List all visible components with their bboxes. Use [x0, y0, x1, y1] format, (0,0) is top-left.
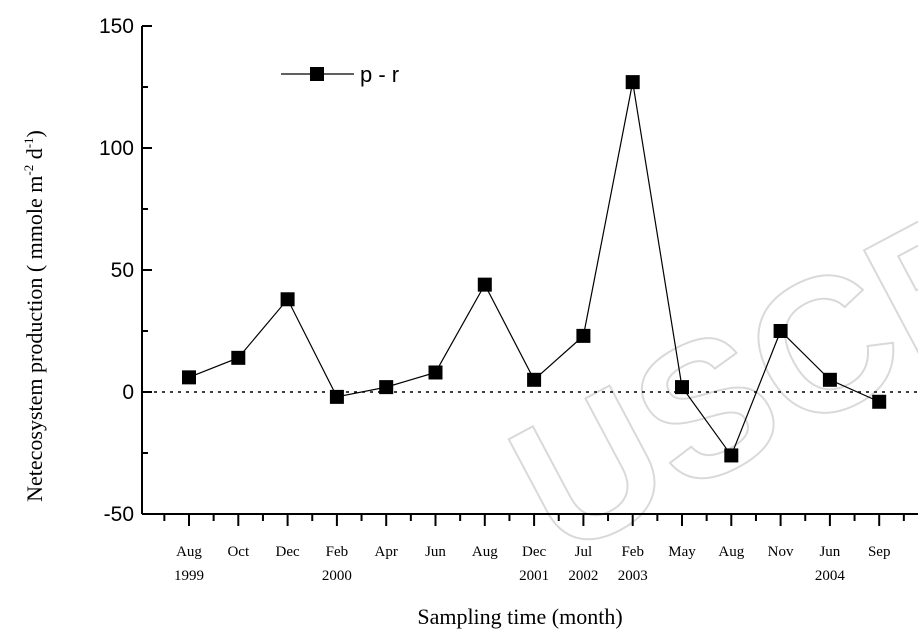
data-point-marker: [675, 380, 689, 395]
y-axis-title-main: Netecosystem production ( mmole m: [22, 176, 47, 502]
x-tick-label-year: 2001: [519, 568, 549, 584]
x-tick-label-month: Jun: [425, 544, 446, 560]
watermark-text: USCRI: [480, 131, 918, 596]
data-point-marker: [329, 389, 344, 404]
data-point-marker: [773, 324, 788, 338]
x-tick-label-year: 2000: [322, 568, 352, 584]
y-axis-title-sup-1: -2: [21, 165, 36, 176]
x-tick-label-month: Feb: [621, 544, 644, 560]
x-axis-title: Sampling time (month): [417, 604, 622, 629]
data-point-marker: [280, 292, 295, 307]
x-tick-label-month: Aug: [176, 544, 202, 560]
x-tick-label-month: Sep: [868, 544, 891, 560]
x-tick-label-month: Nov: [768, 544, 794, 560]
legend: p - r: [281, 62, 399, 87]
data-point-marker: [576, 328, 591, 343]
data-point-marker: [527, 372, 542, 387]
plot-area: -50 0 50 100 150: [99, 15, 918, 526]
x-tick-label-month: Aug: [472, 544, 498, 560]
series-markers: [182, 75, 887, 463]
data-point-marker: [231, 350, 246, 365]
x-tick-label-month: Jul: [575, 544, 593, 560]
x-tick-label-month: Jun: [819, 544, 840, 560]
x-tick-label-month: May: [668, 544, 696, 560]
x-tick-label-month: Dec: [276, 544, 300, 560]
legend-label: p - r: [360, 62, 399, 87]
y-axis-title: Netecosystem production ( mmole m-2 d-1): [21, 130, 47, 502]
y-axis-title-end: ): [22, 130, 47, 137]
y-tick-label: -50: [104, 503, 134, 526]
x-axis-category-labels: Aug 1999 Oct Dec Feb 2000 Apr Jun Aug Dec 2001 Jul 2…: [174, 544, 890, 584]
y-axis-ticks: -50 0 50 100 150: [99, 15, 152, 526]
data-point-marker: [182, 370, 196, 385]
data-point-marker: [822, 372, 837, 387]
watermark: USCRI: [479, 130, 918, 597]
y-tick-label: 100: [99, 137, 134, 160]
x-tick-label-month: Feb: [326, 544, 349, 560]
x-tick-label-month: Apr: [375, 544, 398, 560]
data-point-marker: [872, 394, 887, 409]
data-point-marker: [428, 365, 443, 380]
y-axis-title-sup-2: -1: [21, 137, 36, 148]
y-tick-label: 0: [122, 381, 134, 404]
x-tick-label-year: 2003: [618, 568, 648, 584]
y-axis-title-mid: d: [22, 148, 47, 165]
legend-marker-square-icon: [310, 67, 324, 81]
x-tick-label-year: 2004: [815, 568, 846, 584]
x-tick-label-month: Oct: [227, 544, 249, 560]
data-point-marker: [625, 75, 640, 90]
data-point-marker: [379, 380, 394, 395]
x-axis-ticks: [163, 514, 905, 526]
data-point-marker: [724, 448, 739, 463]
x-tick-label-year: 2002: [568, 568, 598, 584]
x-tick-label-year: 1999: [174, 568, 204, 584]
y-tick-label: 50: [111, 259, 134, 282]
data-point-marker: [477, 277, 492, 292]
y-tick-label: 150: [99, 15, 134, 38]
x-tick-label-month: Aug: [718, 544, 744, 560]
x-tick-label-month: Dec: [522, 544, 546, 560]
